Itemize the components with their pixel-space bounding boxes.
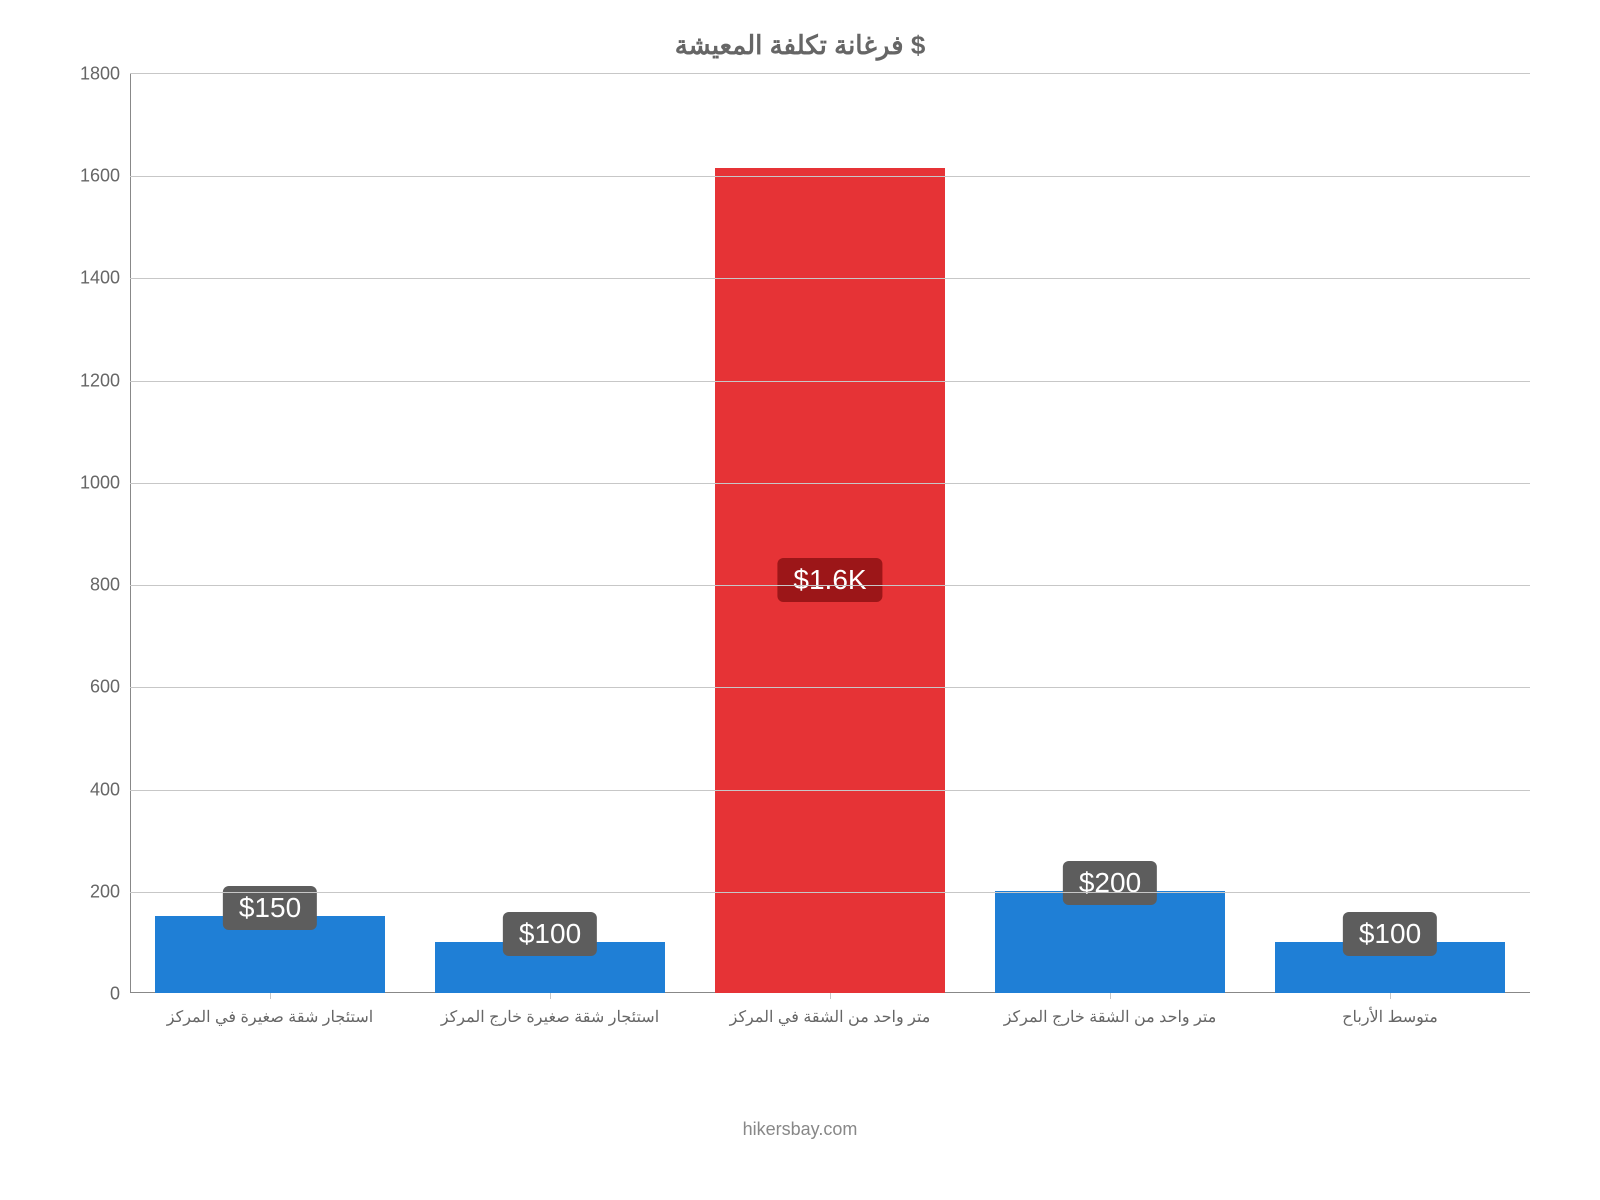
- bar-slot: $100: [1250, 74, 1530, 993]
- bar-slot: $200: [970, 74, 1250, 993]
- y-tick-label: 400: [60, 779, 120, 800]
- y-tick-label: 1600: [60, 166, 120, 187]
- x-tick: [830, 993, 831, 999]
- grid-line: [130, 585, 1530, 586]
- y-tick-label: 1000: [60, 472, 120, 493]
- y-tick-label: 1800: [60, 64, 120, 85]
- chart-container: فرغانة تكلفة المعيشة $ $150 $100 $1.6K $200…: [0, 0, 1600, 1200]
- bar-value-label: $100: [1343, 912, 1437, 956]
- bar-slot: $100: [410, 74, 690, 993]
- bar-value-label: $200: [1063, 861, 1157, 905]
- bar-slot: $150: [130, 74, 410, 993]
- grid-line: [130, 892, 1530, 893]
- grid-line: [130, 381, 1530, 382]
- bar-slot: $1.6K: [690, 74, 970, 993]
- y-tick-label: 800: [60, 575, 120, 596]
- grid-line: [130, 176, 1530, 177]
- bar: $100: [435, 942, 665, 993]
- bar: $100: [1275, 942, 1505, 993]
- x-tick: [550, 993, 551, 999]
- grid-line: [130, 687, 1530, 688]
- y-tick-label: 200: [60, 881, 120, 902]
- y-tick-label: 1200: [60, 370, 120, 391]
- x-tick: [1390, 993, 1391, 999]
- bars-row: $150 $100 $1.6K $200 $100: [130, 74, 1530, 993]
- bar-value-label: $100: [503, 912, 597, 956]
- attribution-text: hikersbay.com: [60, 1119, 1540, 1140]
- chart-title: فرغانة تكلفة المعيشة $: [60, 30, 1540, 61]
- bar: $200: [995, 891, 1225, 993]
- plot-area: $150$100$1.6K$200$100 020040060080010001…: [130, 73, 1530, 993]
- bar: $150: [155, 916, 385, 993]
- y-tick-label: 600: [60, 677, 120, 698]
- y-tick-label: 0: [60, 984, 120, 1005]
- x-tick: [1110, 993, 1111, 999]
- grid-line: [130, 483, 1530, 484]
- bar: $1.6K: [715, 168, 945, 993]
- bar-value-label: $1.6K: [777, 558, 882, 602]
- x-tick: [270, 993, 271, 999]
- bar-value-label: $150: [223, 886, 317, 930]
- y-tick-label: 1400: [60, 268, 120, 289]
- grid-line: [130, 278, 1530, 279]
- grid-line: [130, 790, 1530, 791]
